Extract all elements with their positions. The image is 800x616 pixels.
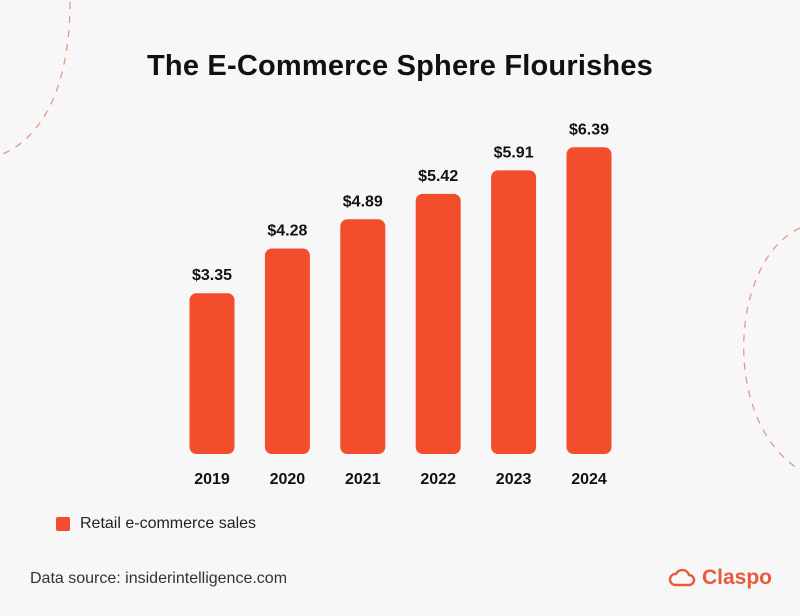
data-source: Data source: insiderintelligence.com [30, 570, 288, 587]
data-label-2024: $6.39 [569, 121, 609, 138]
cloud-logo-icon [668, 568, 696, 587]
bar-2021 [340, 219, 386, 454]
bar-2024 [566, 147, 612, 454]
data-label-2020: $4.28 [267, 223, 307, 240]
x-tick-label-2023: 2023 [496, 471, 532, 488]
x-tick-label-2022: 2022 [420, 471, 456, 488]
legend-label: Retail e-commerce sales [80, 515, 257, 532]
x-tick-label-2024: 2024 [571, 471, 607, 488]
bar-2022 [415, 193, 461, 454]
x-tick-label-2021: 2021 [345, 471, 381, 488]
x-tick-label-2019: 2019 [194, 471, 230, 488]
data-label-2019: $3.35 [192, 267, 232, 284]
right-dashed-arc [743, 227, 800, 471]
legend: Retail e-commerce sales [56, 515, 256, 533]
bar-2019 [189, 293, 235, 454]
data-label-2022: $5.42 [418, 168, 458, 185]
chart-title: The E-Commerce Sphere Flourishes [147, 50, 653, 82]
x-tick-label-2020: 2020 [270, 471, 306, 488]
data-label-2021: $4.89 [343, 193, 383, 210]
top-left-dashed-arc [0, 1, 71, 156]
legend-swatch [56, 517, 70, 531]
brand-name: Claspo [701, 566, 772, 589]
bar-2020 [264, 248, 310, 454]
brand-logo: Claspo [668, 566, 772, 590]
bar-2023 [491, 170, 537, 454]
data-label-2023: $5.91 [494, 144, 534, 161]
